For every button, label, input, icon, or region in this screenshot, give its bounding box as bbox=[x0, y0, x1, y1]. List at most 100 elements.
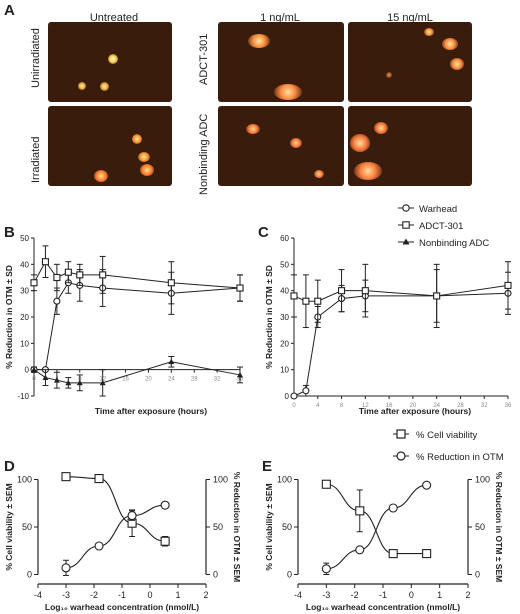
comet-spot bbox=[132, 134, 142, 144]
comet-spot bbox=[138, 152, 150, 162]
chart-d-x-tick-label: 2 bbox=[203, 590, 208, 600]
chart-e-y-tick-label: 50 bbox=[282, 522, 292, 532]
chart-c: 0 10 20 30 40 50 60 0 4 8 12 16 20 24 28 32 36 Time after… bbox=[264, 234, 512, 416]
legend-item-nonbinding: Nonbinding ADC bbox=[398, 238, 489, 249]
micrograph-adct-15ng bbox=[348, 22, 472, 102]
legend-item-adct: ADCT-301 bbox=[398, 221, 463, 232]
comet-spot bbox=[248, 34, 270, 48]
chart-c-square-point bbox=[361, 287, 369, 295]
chart-d-square-point bbox=[61, 472, 71, 482]
chart-e-square-point bbox=[321, 479, 331, 489]
chart-c-x-tick-label: 28 bbox=[457, 403, 464, 409]
chart-e-y-label: % Cell viability ± SEM bbox=[264, 483, 274, 570]
chart-e-circle-fit-curve bbox=[325, 484, 427, 570]
legend-label-adct: ADCT-301 bbox=[419, 221, 463, 232]
chart-c-x-tick-label: 20 bbox=[410, 403, 417, 409]
micrograph-untreated-unirradiated bbox=[48, 22, 172, 102]
chart-c-y-tick-label: 10 bbox=[280, 366, 289, 375]
chart-d-x-label: Log₁₀ warhead concentration (nmol/L) bbox=[45, 602, 199, 612]
chart-e-x-tick-label: -4 bbox=[294, 590, 302, 600]
chart-e-circle-point bbox=[388, 503, 398, 513]
chart-e-y2-tick-label: 50 bbox=[475, 522, 485, 532]
row-header-unirradiated: Unirradiated bbox=[30, 28, 42, 88]
chart-d-y-tick-label: 100 bbox=[17, 475, 32, 485]
micrograph-adct-1ng bbox=[218, 22, 344, 102]
chart-b-x-tick-label: 28 bbox=[191, 377, 198, 383]
chart-c-x-tick-label: 0 bbox=[292, 403, 296, 409]
chart-b-triangle-point bbox=[53, 377, 60, 383]
chart-b-triangle-point bbox=[31, 366, 37, 373]
col-header-untreated: Untreated bbox=[89, 12, 139, 24]
chart-e-x-tick-label: 2 bbox=[465, 590, 470, 600]
chart-c-circle-point bbox=[290, 392, 298, 400]
chart-c-square-point bbox=[338, 287, 346, 295]
chart-e-y2-label: % Reduction in OTM ± SEM bbox=[494, 472, 504, 582]
chart-c-x-tick-label: 4 bbox=[316, 403, 320, 409]
chart-c-x-tick-label: 24 bbox=[433, 403, 440, 409]
chart-b-square-point bbox=[167, 279, 175, 287]
legend-item-otm: % Reduction in OTM bbox=[393, 451, 504, 463]
chart-b-triangle-point bbox=[65, 379, 72, 386]
chart-c-y-label: % Reduction in OTM ± SD bbox=[264, 265, 274, 369]
chart-b-y-tick-label: 40 bbox=[20, 260, 29, 269]
chart-d-y2-label: % Reduction in OTM ± SEM bbox=[232, 472, 242, 582]
chart-e-x-tick-label: 1 bbox=[437, 590, 442, 600]
chart-e-x-tick-label: 0 bbox=[409, 590, 414, 600]
legend-bc: Warhead ADCT-301 Nonbinding ADC bbox=[398, 204, 489, 249]
comet-spot bbox=[108, 54, 118, 64]
chart-d-y-tick-label: 50 bbox=[22, 522, 32, 532]
chart-b-x-label: Time after exposure (hours) bbox=[95, 406, 207, 416]
chart-e-circle-point bbox=[422, 480, 432, 490]
legend-label-otm: % Reduction in OTM bbox=[416, 452, 504, 463]
chart-b-triangle-point bbox=[76, 379, 83, 386]
panel-b-letter: B bbox=[4, 224, 15, 241]
chart-b-square-point bbox=[99, 271, 107, 279]
micrograph-nonbinding-15ng bbox=[348, 106, 472, 186]
chart-e-square-fit-curve bbox=[326, 483, 427, 555]
chart-b-y-tick-label: 0 bbox=[25, 366, 30, 375]
chart-b-triangle-point bbox=[42, 374, 49, 380]
chart-e-circle-point bbox=[355, 545, 365, 555]
chart-d-circle-point bbox=[160, 500, 170, 510]
comet-spot bbox=[140, 164, 154, 176]
comet-spot bbox=[450, 58, 464, 70]
panel-d-letter: D bbox=[4, 458, 15, 475]
comet-spot bbox=[354, 162, 382, 180]
comet-spot bbox=[100, 82, 109, 91]
chart-e-y2-tick-label: 100 bbox=[475, 475, 490, 485]
panel-c-letter: C bbox=[258, 224, 269, 241]
comet-spot bbox=[442, 38, 458, 50]
micrograph-untreated-irradiated bbox=[48, 106, 172, 186]
chart-d-y2-tick-label: 100 bbox=[213, 475, 228, 485]
chart-d: 0 0 50 50 100 100 -4 -3 -2 -1 0 1 2 Log₁₀ warhead con… bbox=[4, 472, 242, 612]
chart-e: 0 0 50 50 100 100 -4 -3 -2 -1 0 1 2 Log₁₀ warhead con… bbox=[264, 472, 504, 612]
chart-b-triangle-series-line bbox=[33, 361, 241, 384]
legend-item-warhead: Warhead bbox=[398, 204, 457, 215]
comet-spot bbox=[374, 122, 388, 134]
panel-a-letter: A bbox=[4, 2, 15, 19]
chart-c-y-tick-label: 0 bbox=[285, 392, 290, 401]
chart-b-square-point bbox=[53, 273, 61, 282]
comet-spot bbox=[386, 72, 392, 78]
comet-spot bbox=[314, 170, 324, 178]
comet-spot bbox=[78, 82, 86, 90]
chart-e-square-point bbox=[388, 549, 398, 559]
chart-c-x-label: Time after exposure (hours) bbox=[359, 406, 471, 416]
chart-d-y-label: % Cell viability ± SEM bbox=[4, 483, 14, 570]
chart-d-square-point bbox=[94, 474, 104, 484]
chart-c-y-tick-label: 50 bbox=[280, 260, 289, 269]
comet-spot bbox=[424, 28, 434, 36]
chart-c-y-tick-label: 60 bbox=[280, 234, 289, 243]
chart-d-circle-fit-curve bbox=[65, 504, 166, 569]
chart-c-x-tick-label: 32 bbox=[481, 403, 488, 409]
comet-spot bbox=[290, 138, 302, 148]
chart-c-square-point bbox=[504, 281, 512, 289]
chart-e-x-tick-label: -1 bbox=[379, 590, 387, 600]
chart-d-circle-point bbox=[127, 511, 137, 521]
chart-e-x-tick-label: -2 bbox=[351, 590, 359, 600]
chart-c-square-point bbox=[302, 297, 310, 305]
chart-e-square-point bbox=[422, 549, 432, 559]
chart-e-x-tick-label: -3 bbox=[322, 590, 330, 600]
chart-b-x-tick-label: 20 bbox=[145, 377, 152, 383]
chart-b-square-point bbox=[41, 258, 49, 266]
